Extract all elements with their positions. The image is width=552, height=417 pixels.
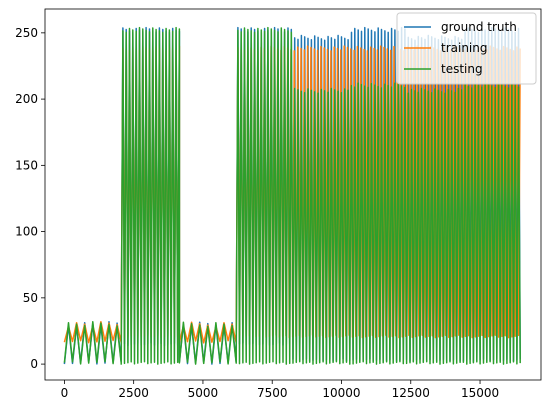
- y-tick-label: 250: [15, 26, 38, 40]
- legend-label: training: [441, 41, 488, 55]
- x-tick-label: 12500: [392, 386, 430, 400]
- legend: ground truth training testing: [396, 12, 537, 85]
- legend-label: testing: [441, 62, 483, 76]
- y-tick-label: 200: [15, 92, 38, 106]
- x-tick-label: 15000: [461, 386, 499, 400]
- y-tick-label: 0: [30, 357, 38, 371]
- axes-frame: [44, 8, 542, 381]
- x-tick-label: 5000: [188, 386, 219, 400]
- x-axis: 0 2500 5000 7500 10000 12500 15000: [61, 380, 499, 400]
- series-line-testing: [63, 26, 521, 365]
- x-tick-label: 0: [61, 386, 69, 400]
- legend-box: [396, 12, 537, 85]
- x-tick-label: 10000: [322, 386, 360, 400]
- y-tick-label: 100: [15, 225, 38, 239]
- x-tick-label: 2500: [118, 386, 149, 400]
- y-axis: 0 50 100 150 200 250: [15, 26, 45, 371]
- y-tick-label: 150: [15, 158, 38, 172]
- x-tick-label: 7500: [257, 386, 288, 400]
- y-tick-label: 50: [23, 291, 38, 305]
- legend-label: ground truth: [441, 20, 517, 34]
